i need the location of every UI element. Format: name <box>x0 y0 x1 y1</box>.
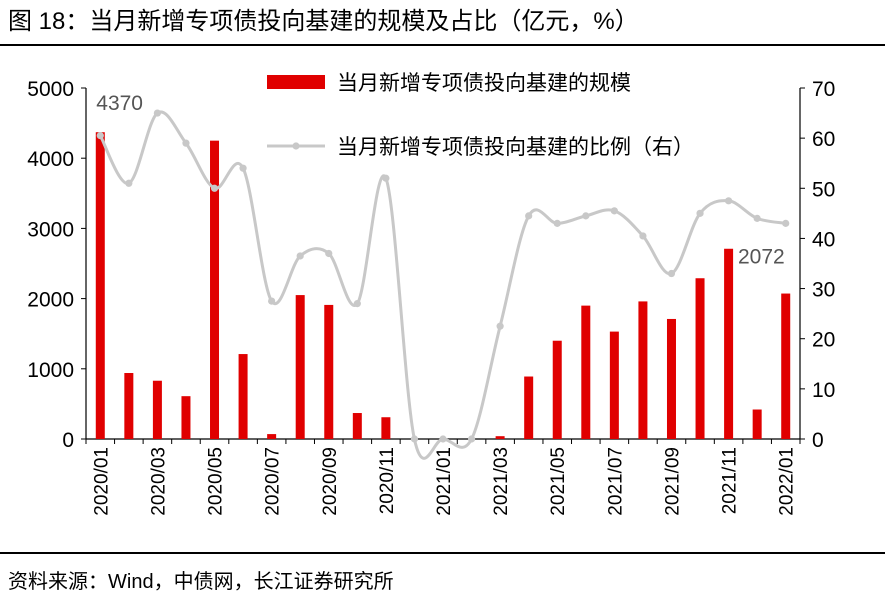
x-tick-label: 2021/01 <box>434 447 455 516</box>
ratio-point <box>325 249 333 258</box>
bar <box>695 278 705 439</box>
ratio-point <box>439 435 447 443</box>
bar <box>524 376 534 439</box>
labels-group: 4370 2072 <box>96 92 784 268</box>
bar <box>95 132 105 439</box>
right-tick-label: 20 <box>812 329 835 352</box>
left-tick-label: 4000 <box>27 148 74 171</box>
ratio-point <box>696 209 704 217</box>
ratio-point <box>296 252 304 260</box>
ratio-point <box>582 212 590 220</box>
ratio-point <box>182 139 190 147</box>
x-tick-label: 2022/01 <box>777 447 798 516</box>
bar <box>666 318 676 439</box>
bar <box>638 301 648 439</box>
ratio-point <box>382 174 390 182</box>
bar <box>781 293 791 439</box>
left-tick-label: 2000 <box>27 289 74 312</box>
bar <box>210 140 220 439</box>
right-tick-label: 60 <box>812 128 835 151</box>
ratio-point <box>410 435 419 443</box>
ratio-point <box>753 214 761 222</box>
bar <box>295 295 305 439</box>
ratio-point <box>153 109 161 117</box>
left-tick-label: 5000 <box>27 78 74 101</box>
right-tick-label: 0 <box>812 429 824 452</box>
left-tick-label: 1000 <box>27 359 74 382</box>
right-tick-label: 40 <box>812 228 835 251</box>
source-note: 资料来源：Wind，中债网，长江证券研究所 <box>8 571 394 593</box>
ratio-point <box>525 212 533 220</box>
title-rule <box>0 44 885 46</box>
legend-bar-label: 当月新增专项债投向基建的规模 <box>337 72 631 95</box>
x-tick-label: 2020/09 <box>320 447 341 516</box>
ratio-point <box>210 184 219 192</box>
x-tick-label: 2020/07 <box>263 447 284 516</box>
bar <box>181 396 191 439</box>
legend-bar-swatch <box>267 75 325 89</box>
x-tick-label: 2021/09 <box>662 447 683 516</box>
left-tick-label: 0 <box>62 429 74 452</box>
figure-title: 图 18：当月新增专项债投向基建的规模及占比（亿元，%） <box>8 8 639 35</box>
x-tick-label: 2021/07 <box>605 447 626 516</box>
right-tick-label: 70 <box>812 78 835 101</box>
x-tick-label: 2020/05 <box>206 447 227 516</box>
data-label: 2072 <box>738 246 785 269</box>
line-group <box>96 109 790 460</box>
right-tick-label: 10 <box>812 379 835 402</box>
ratio-point <box>268 297 276 305</box>
bar <box>381 417 391 439</box>
bar <box>267 434 277 439</box>
x-tick-label: 2021/03 <box>491 447 512 516</box>
bar <box>581 305 591 439</box>
ratio-point <box>782 219 790 227</box>
bar <box>238 354 248 439</box>
legend-line-marker <box>292 142 300 150</box>
ratio-point <box>639 232 647 240</box>
ratio-point <box>496 322 504 330</box>
right-tick-label: 30 <box>812 279 835 302</box>
bar <box>609 331 619 439</box>
dual-axis-chart: 0 1000 2000 3000 4000 5000 0 10 20 30 40 50 60 70 2020… <box>27 72 835 516</box>
ratio-point <box>125 179 133 187</box>
ratio-point <box>467 435 476 443</box>
x-tick-label: 2020/03 <box>148 447 169 516</box>
ratio-point <box>610 207 618 215</box>
x-tick-label: 2021/11 <box>720 447 741 514</box>
ratio-point <box>667 269 676 278</box>
ratio-point <box>725 197 733 205</box>
axes-group: 0 1000 2000 3000 4000 5000 0 10 20 30 40 50 60 70 2020… <box>27 78 835 516</box>
bar <box>124 373 134 439</box>
bar <box>552 340 562 439</box>
ratio-point <box>96 132 104 140</box>
x-tick-label: 2020/11 <box>377 447 398 514</box>
ratio-point <box>353 300 361 308</box>
ratio-point <box>239 164 247 172</box>
x-tick-label: 2021/05 <box>548 447 569 516</box>
bar <box>324 304 334 439</box>
bar <box>724 248 734 439</box>
left-tick-label: 3000 <box>27 218 74 241</box>
bar <box>152 380 162 439</box>
x-tick-label: 2020/01 <box>91 447 112 516</box>
legend-line-label: 当月新增专项债投向基建的比例（右） <box>337 136 694 159</box>
bar <box>495 436 505 439</box>
ratio-line <box>98 110 786 460</box>
source-rule <box>0 552 885 554</box>
bars-group <box>95 132 791 439</box>
bar <box>752 409 762 439</box>
bar <box>352 413 362 439</box>
ratio-point <box>553 219 561 227</box>
data-label: 4370 <box>96 92 143 115</box>
right-tick-label: 50 <box>812 178 835 201</box>
